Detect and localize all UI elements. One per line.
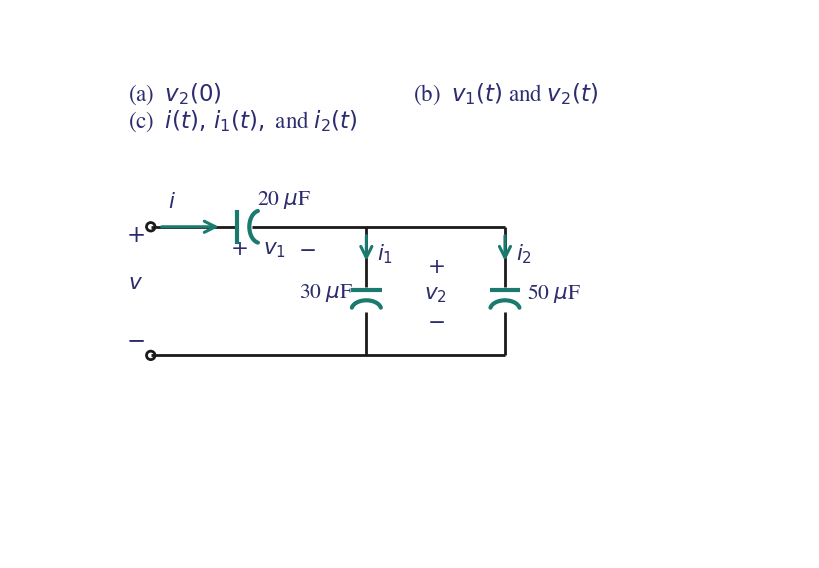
- Text: $+$: $+$: [126, 225, 144, 247]
- Text: (a)  $v_2(0)$: (a) $v_2(0)$: [128, 82, 221, 107]
- Text: $v_1$: $v_1$: [262, 239, 285, 260]
- Text: $-$: $-$: [126, 329, 144, 350]
- Text: $+$: $+$: [426, 258, 444, 278]
- Text: $v_2$: $v_2$: [423, 285, 446, 306]
- Text: (b)  $v_1(t)$ and $v_2(t)$: (b) $v_1(t)$ and $v_2(t)$: [412, 82, 597, 107]
- Text: $i$: $i$: [168, 193, 176, 213]
- Text: $+$: $+$: [230, 240, 248, 260]
- Text: $-$: $-$: [426, 312, 444, 332]
- Text: $i_2$: $i_2$: [515, 243, 532, 266]
- Text: 20 $\mu$F: 20 $\mu$F: [256, 189, 311, 211]
- Text: $i_1$: $i_1$: [377, 243, 393, 266]
- Text: 30 $\mu$F: 30 $\mu$F: [298, 282, 352, 304]
- Text: $v$: $v$: [128, 273, 143, 294]
- Text: (c)  $i(t),\,i_1(t),$ and $i_2(t)$: (c) $i(t),\,i_1(t),$ and $i_2(t)$: [128, 109, 357, 135]
- Text: 50 $\mu$F: 50 $\mu$F: [526, 282, 580, 305]
- Text: $-$: $-$: [298, 240, 315, 260]
